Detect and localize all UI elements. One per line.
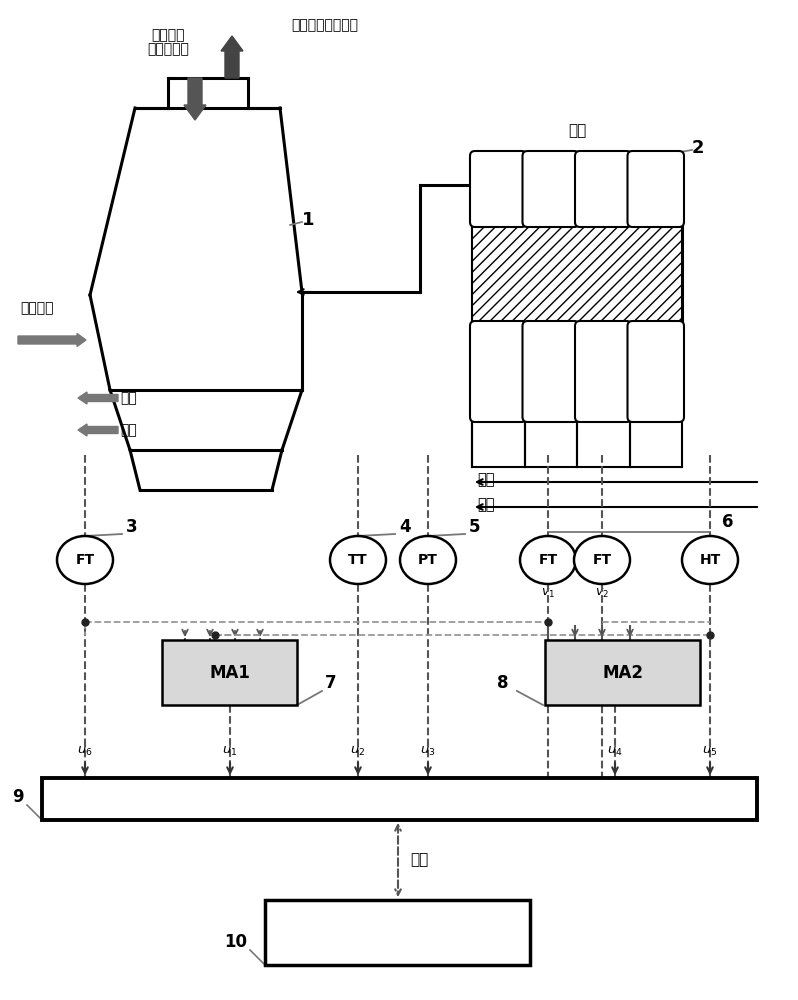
- Text: 热风: 热风: [568, 123, 586, 138]
- FancyBboxPatch shape: [575, 151, 631, 227]
- Ellipse shape: [520, 536, 576, 584]
- Text: MA1: MA1: [209, 664, 250, 682]
- Text: 出鐵: 出鐵: [120, 423, 136, 437]
- FancyBboxPatch shape: [470, 321, 527, 422]
- Bar: [162, 640, 297, 705]
- Text: PT: PT: [418, 553, 438, 567]
- Text: MA2: MA2: [602, 664, 643, 682]
- Text: HT: HT: [699, 553, 721, 567]
- Text: 3: 3: [126, 518, 137, 536]
- Text: 9: 9: [13, 788, 24, 806]
- Ellipse shape: [400, 536, 456, 584]
- Bar: [42, 778, 757, 820]
- Text: 炭、石灰等: 炭、石灰等: [147, 42, 189, 56]
- Ellipse shape: [57, 536, 113, 584]
- Text: 2: 2: [692, 139, 705, 157]
- Text: 1: 1: [302, 211, 314, 229]
- Text: $v_2$: $v_2$: [595, 587, 609, 600]
- Text: 出渣: 出渣: [120, 391, 136, 405]
- Ellipse shape: [574, 536, 630, 584]
- Text: 8: 8: [497, 674, 508, 692]
- Text: $u_{2}$: $u_{2}$: [350, 745, 365, 758]
- FancyBboxPatch shape: [575, 321, 631, 422]
- Text: FT: FT: [539, 553, 558, 567]
- Text: 高炉煮气、炉尘等: 高炉煮气、炉尘等: [291, 18, 358, 32]
- FancyBboxPatch shape: [627, 151, 684, 227]
- Text: $u_{6}$: $u_{6}$: [77, 745, 93, 758]
- Text: 冷风: 冷风: [477, 473, 495, 488]
- Text: 5: 5: [469, 518, 480, 536]
- Text: $u_{1}$: $u_{1}$: [223, 745, 238, 758]
- FancyBboxPatch shape: [627, 321, 684, 422]
- FancyArrow shape: [18, 334, 86, 347]
- Text: 通讯: 通讯: [410, 852, 429, 867]
- Bar: [472, 222, 682, 322]
- Text: FT: FT: [592, 553, 611, 567]
- FancyArrow shape: [184, 78, 206, 120]
- Bar: [265, 900, 530, 965]
- FancyBboxPatch shape: [523, 321, 579, 422]
- Text: $u_{4}$: $u_{4}$: [607, 745, 623, 758]
- Text: 富氧: 富氧: [477, 497, 495, 512]
- Text: $u_{3}$: $u_{3}$: [421, 745, 436, 758]
- FancyArrow shape: [78, 424, 118, 436]
- FancyArrow shape: [221, 36, 243, 78]
- Text: FT: FT: [76, 553, 94, 567]
- FancyArrow shape: [78, 392, 118, 404]
- Ellipse shape: [682, 536, 738, 584]
- Text: $v_1$: $v_1$: [541, 587, 555, 600]
- Text: 6: 6: [722, 513, 733, 531]
- Text: 矿石、焦: 矿石、焦: [152, 28, 185, 42]
- FancyBboxPatch shape: [470, 151, 527, 227]
- Text: TT: TT: [348, 553, 368, 567]
- Ellipse shape: [330, 536, 386, 584]
- Text: 4: 4: [399, 518, 411, 536]
- Text: $u_{5}$: $u_{5}$: [702, 745, 717, 758]
- Text: 10: 10: [224, 933, 247, 951]
- Bar: [545, 640, 700, 705]
- Text: 煮粉噴吹: 煮粉噴吹: [20, 301, 53, 315]
- Text: 7: 7: [325, 674, 337, 692]
- FancyBboxPatch shape: [523, 151, 579, 227]
